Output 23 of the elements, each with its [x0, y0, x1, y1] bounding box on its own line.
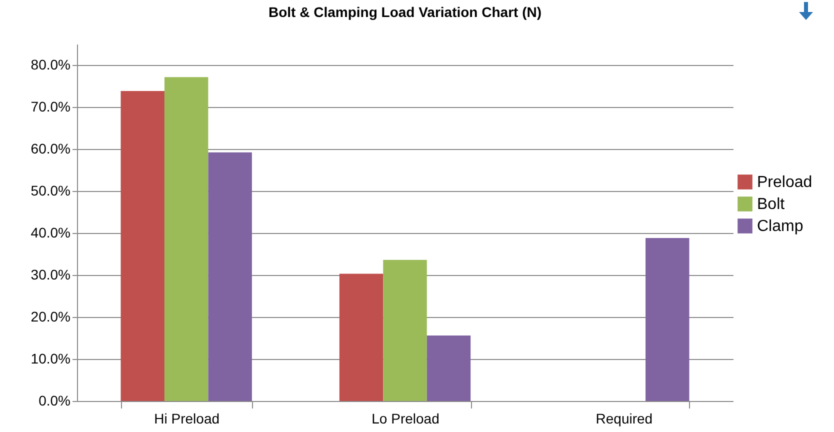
bar — [164, 77, 208, 401]
y-tick-label: 50.0% — [30, 182, 70, 198]
bar — [208, 152, 252, 401]
legend-label: Bolt — [757, 196, 786, 213]
y-tick-label: 20.0% — [30, 308, 70, 324]
bar — [120, 91, 164, 401]
y-tick-label: 10.0% — [30, 350, 70, 366]
x-tick-label: Lo Preload — [372, 410, 440, 426]
bar — [426, 335, 471, 401]
y-tick-label: 60.0% — [30, 140, 70, 156]
x-tick-label: Hi Preload — [154, 410, 220, 426]
y-tick-label: 30.0% — [30, 266, 70, 282]
bar — [339, 274, 384, 401]
y-tick-label: 80.0% — [30, 56, 70, 72]
chart-title: Bolt & Clamping Load Variation Chart (N) — [268, 4, 542, 20]
bar — [646, 238, 690, 401]
legend-label: Clamp — [757, 218, 804, 235]
y-tick-label: 0.0% — [38, 392, 70, 408]
y-tick-label: 70.0% — [30, 98, 70, 114]
y-tick-label: 40.0% — [30, 224, 70, 240]
bar — [383, 260, 427, 401]
legend-label: Preload — [757, 174, 812, 191]
x-tick-label: Required — [596, 410, 653, 426]
